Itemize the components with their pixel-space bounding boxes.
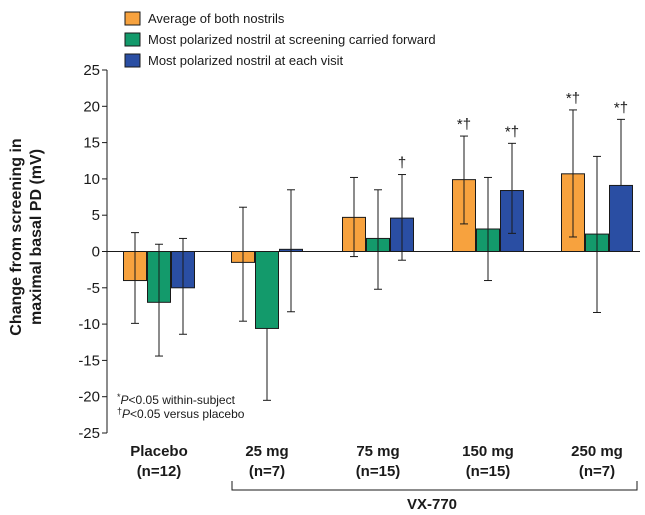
- legend-swatch: [125, 12, 140, 25]
- category-n-label: (n=15): [356, 463, 401, 480]
- category-n-label: (n=15): [466, 463, 511, 480]
- legend: Average of both nostrils Most polarized n…: [125, 11, 436, 68]
- legend-label: Average of both nostrils: [148, 11, 285, 26]
- category-labels: Placebo (n=12) 25 mg (n=7) 75 mg (n=15) 150 mg…: [130, 443, 623, 480]
- y-tick-label: 15: [83, 135, 100, 152]
- y-tick-label: -5: [87, 280, 100, 297]
- bars: *† *† † *† *†: [124, 90, 633, 400]
- y-tick-label: 25: [83, 62, 100, 79]
- y-tick-label: 10: [83, 171, 100, 188]
- category-label: 75 mg: [356, 443, 399, 460]
- bar: [610, 185, 633, 251]
- category-n-label: (n=7): [579, 463, 615, 480]
- y-tick-label: 5: [92, 207, 100, 224]
- footnote-line: *P<0.05 within-subject: [117, 392, 236, 407]
- significance-marker: *†: [566, 90, 580, 107]
- y-tick-label: -20: [78, 389, 100, 406]
- category-n-label: (n=12): [137, 463, 182, 480]
- footnotes: *P<0.05 within-subject†P<0.05 versus pla…: [117, 392, 245, 421]
- significance-marker: †: [398, 155, 406, 172]
- y-axis-label: Change from screening in: [8, 138, 25, 335]
- y-tick-label: -25: [78, 425, 100, 442]
- bar: [256, 252, 279, 329]
- significance-marker: *†: [457, 116, 471, 133]
- y-tick-label: -10: [78, 316, 100, 333]
- group-label: VX-770: [407, 496, 457, 513]
- significance-marker: *†: [505, 123, 519, 140]
- y-tick-label: 0: [92, 244, 100, 261]
- group-bracket-line: [232, 481, 637, 490]
- y-axis-label-line2: maximal basal PD (mV): [28, 149, 45, 325]
- category-label: 250 mg: [571, 443, 623, 460]
- y-tick-label: 20: [83, 98, 100, 115]
- category-label: Placebo: [130, 443, 188, 460]
- category-label: 150 mg: [462, 443, 514, 460]
- footnote-line: †P<0.05 versus placebo: [117, 406, 245, 421]
- y-tick-label: -15: [78, 352, 100, 369]
- category-n-label: (n=7): [249, 463, 285, 480]
- legend-label: Most polarized nostril at each visit: [148, 53, 343, 68]
- category-label: 25 mg: [245, 443, 288, 460]
- legend-swatch: [125, 33, 140, 46]
- group-bracket: VX-770: [232, 481, 637, 513]
- legend-label: Most polarized nostril at screening carr…: [148, 32, 436, 47]
- significance-marker: *†: [614, 99, 628, 116]
- legend-swatch: [125, 54, 140, 67]
